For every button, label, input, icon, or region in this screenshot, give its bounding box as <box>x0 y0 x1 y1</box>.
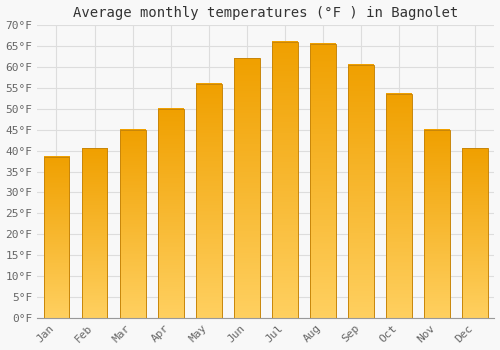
Bar <box>196 84 222 318</box>
Bar <box>82 148 108 318</box>
Bar <box>120 130 146 318</box>
Bar <box>386 94 412 318</box>
Bar <box>462 148 488 318</box>
Bar <box>348 65 374 318</box>
Bar <box>310 44 336 318</box>
Bar <box>424 130 450 318</box>
Bar <box>158 109 184 318</box>
Bar <box>234 58 260 318</box>
Bar <box>44 157 70 318</box>
Bar <box>272 42 298 318</box>
Title: Average monthly temperatures (°F ) in Bagnolet: Average monthly temperatures (°F ) in Ba… <box>74 6 458 20</box>
